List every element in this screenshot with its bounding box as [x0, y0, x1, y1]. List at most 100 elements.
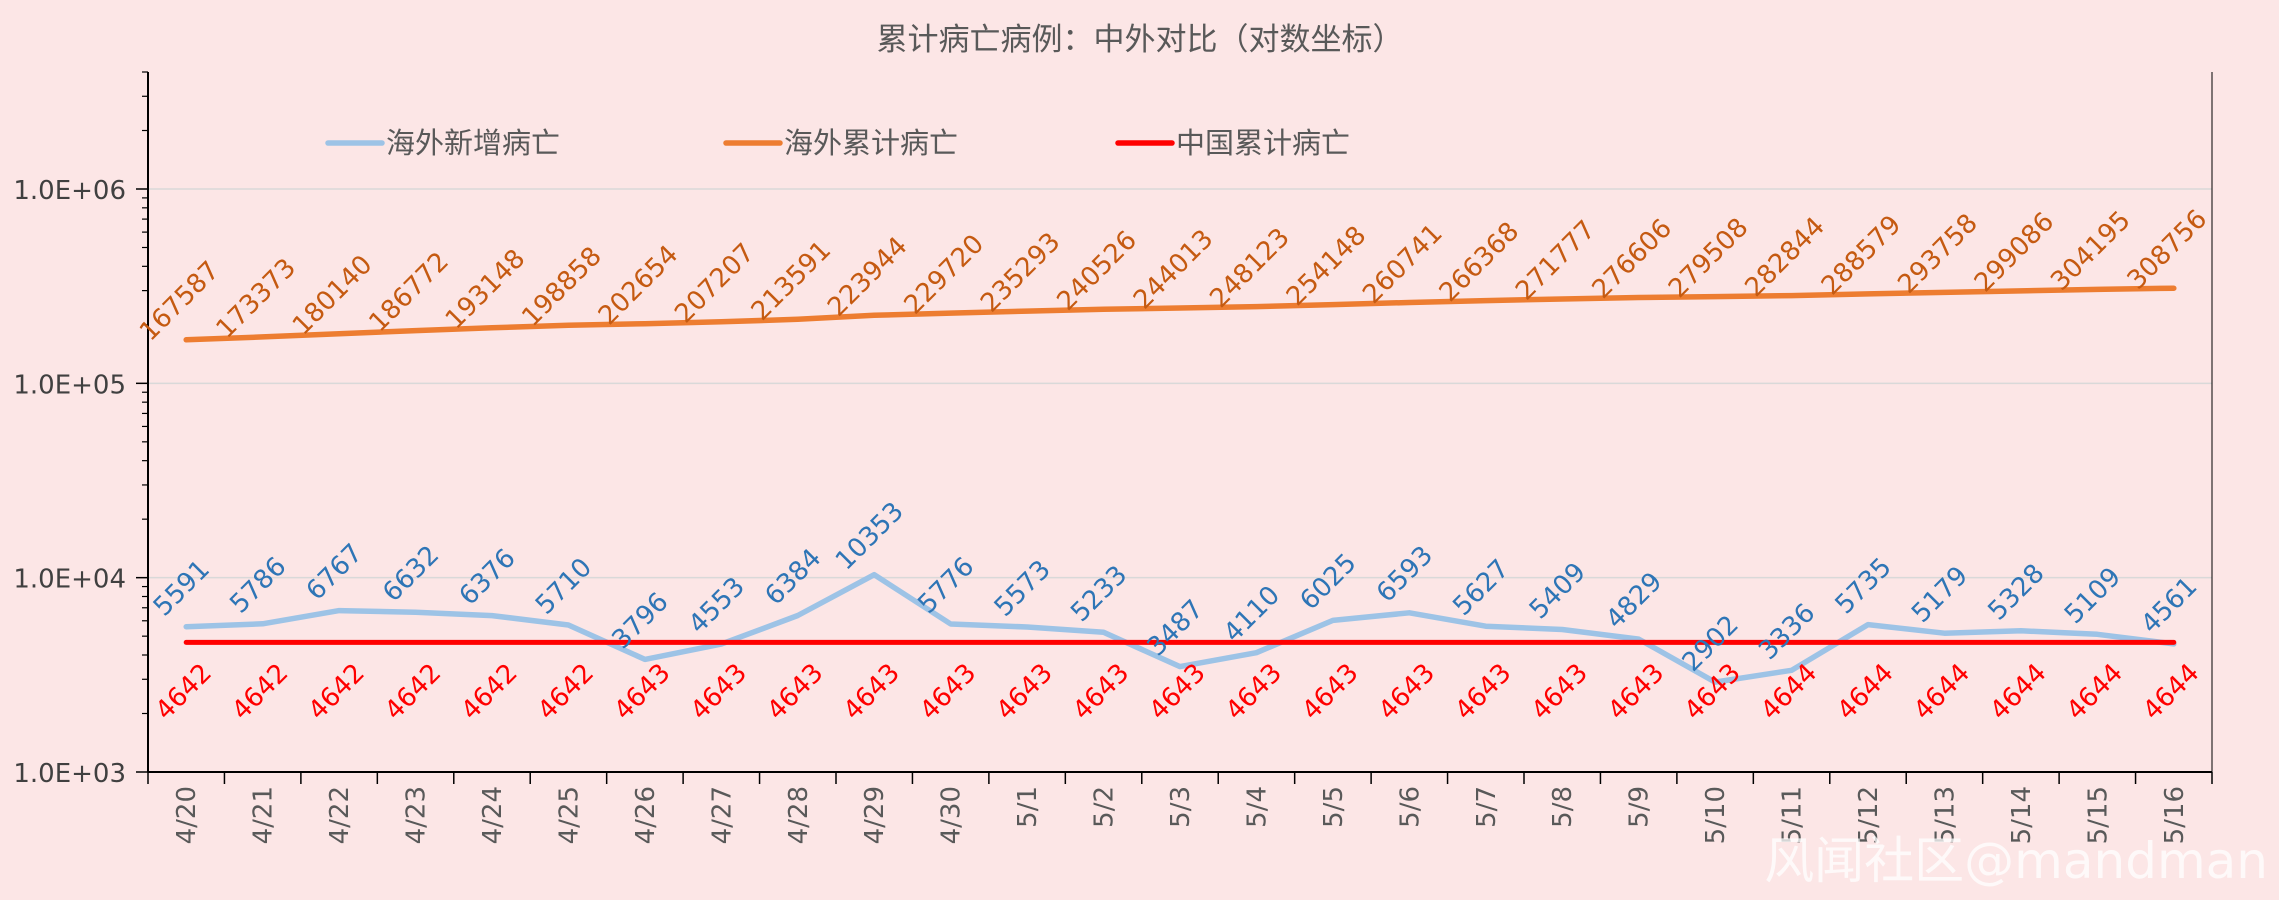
- data-label: 304195: [2045, 205, 2136, 296]
- x-tick-label: 5/1: [1013, 786, 1043, 828]
- y-tick-label: 1.0E+04: [13, 565, 126, 595]
- data-label: 3487: [1142, 594, 1210, 662]
- x-tick-label: 5/12: [1854, 786, 1884, 844]
- x-tick-label: 4/24: [478, 786, 508, 844]
- data-label: 4643: [685, 658, 753, 726]
- data-label: 4643: [914, 658, 982, 726]
- watermark: 风闻社区@mandman: [1764, 832, 2268, 890]
- data-label: 223944: [822, 231, 913, 322]
- x-tick-label: 4/22: [325, 786, 355, 844]
- x-tick-label: 5/8: [1548, 786, 1578, 828]
- data-label: 4644: [1985, 658, 2053, 726]
- x-tick-label: 4/25: [554, 786, 584, 844]
- y-tick-label: 1.0E+03: [13, 759, 126, 789]
- data-label: 173373: [211, 253, 302, 344]
- x-tick-label: 5/3: [1166, 786, 1196, 828]
- data-label: 240526: [1051, 225, 1142, 316]
- legend-label: 中国累计病亡: [1176, 126, 1350, 160]
- y-tick-label: 1.0E+06: [13, 176, 126, 206]
- series-line: [183, 285, 2177, 343]
- data-label: 6593: [1371, 540, 1439, 608]
- data-label: 4643: [1526, 658, 1594, 726]
- data-label: 4643: [1067, 658, 1135, 726]
- data-label: 4644: [1832, 658, 1900, 726]
- x-tick-label: 4/21: [249, 786, 279, 844]
- data-label: 4642: [532, 658, 600, 726]
- data-label: 207207: [669, 238, 760, 329]
- x-tick-label: 5/2: [1090, 786, 1120, 828]
- data-label: 4644: [1908, 658, 1976, 726]
- data-label: 5573: [989, 555, 1057, 623]
- data-label: 279508: [1663, 213, 1754, 304]
- data-label: 308756: [2122, 204, 2213, 295]
- x-tick-label: 5/6: [1395, 786, 1425, 828]
- legend-label: 海外累计病亡: [784, 126, 958, 160]
- data-label: 4110: [1218, 580, 1286, 648]
- x-tick-label: 4/23: [402, 786, 432, 844]
- x-tick-label: 4/26: [631, 786, 661, 844]
- data-label: 276606: [1587, 213, 1678, 304]
- data-label: 5627: [1447, 554, 1515, 622]
- data-label: 4644: [2061, 658, 2129, 726]
- data-label: 5786: [224, 551, 292, 619]
- data-label: 271777: [1510, 215, 1601, 306]
- chart-title: 累计病亡病例：中外对比（对数坐标）: [877, 22, 1404, 58]
- x-tick-label: 5/11: [1778, 786, 1808, 844]
- x-tick-label: 5/15: [2083, 786, 2113, 844]
- data-label: 4643: [1220, 658, 1288, 726]
- data-label: 4643: [991, 658, 1059, 726]
- data-label: 4643: [1373, 658, 1441, 726]
- data-label: 244013: [1128, 224, 1219, 315]
- data-label: 213591: [746, 235, 837, 326]
- gridlines: [148, 188, 2212, 579]
- data-label: 260741: [1357, 218, 1448, 309]
- data-label: 5591: [148, 554, 216, 622]
- x-tick-label: 5/5: [1319, 786, 1349, 828]
- data-label: 248123: [1204, 223, 1295, 314]
- data-label: 5735: [1830, 552, 1898, 620]
- data-label: 5233: [1065, 560, 1133, 628]
- data-label: 202654: [593, 240, 684, 331]
- x-tick-label: 5/14: [2007, 786, 2037, 844]
- data-label: 254148: [1281, 221, 1372, 312]
- series-lines: [183, 285, 2177, 685]
- data-label: 299086: [1969, 207, 2060, 298]
- data-label: 293758: [1892, 208, 1983, 299]
- data-label: 193148: [440, 244, 531, 335]
- data-label: 4553: [683, 572, 751, 640]
- x-tick-label: 5/4: [1242, 786, 1272, 828]
- data-label: 4644: [2137, 658, 2205, 726]
- data-label: 5328: [1983, 558, 2051, 626]
- x-tick-label: 4/20: [172, 786, 202, 844]
- data-label: 229720: [899, 229, 990, 320]
- legend-label: 海外新增病亡: [386, 126, 560, 160]
- x-tick-label: 4/30: [937, 786, 967, 844]
- data-label: 198858: [516, 241, 607, 332]
- data-label: 266368: [1434, 217, 1525, 308]
- data-label: 4642: [303, 658, 371, 726]
- x-tick-label: 5/16: [2160, 786, 2190, 844]
- data-label: 6025: [1295, 548, 1363, 616]
- data-label: 5710: [530, 553, 598, 621]
- data-label: 4643: [1297, 658, 1365, 726]
- x-tick-label: 5/10: [1701, 786, 1731, 844]
- data-label: 6632: [377, 540, 445, 608]
- data-label: 4642: [379, 658, 447, 726]
- data-label: 4642: [150, 658, 218, 726]
- x-tick-label: 5/9: [1625, 786, 1655, 828]
- x-tick-label: 4/29: [860, 786, 890, 844]
- data-label: 235293: [975, 227, 1066, 318]
- y-tick-label: 1.0E+05: [13, 370, 126, 400]
- data-label: 4643: [1602, 658, 1670, 726]
- data-label: 4561: [2135, 572, 2203, 640]
- series-line: [183, 571, 2177, 685]
- data-label: 10353: [830, 497, 910, 577]
- data-label: 4643: [1449, 658, 1517, 726]
- data-label: 5179: [1906, 561, 1974, 629]
- data-label: 186772: [364, 247, 455, 338]
- x-tick-label: 4/28: [784, 786, 814, 844]
- data-label: 4642: [226, 658, 294, 726]
